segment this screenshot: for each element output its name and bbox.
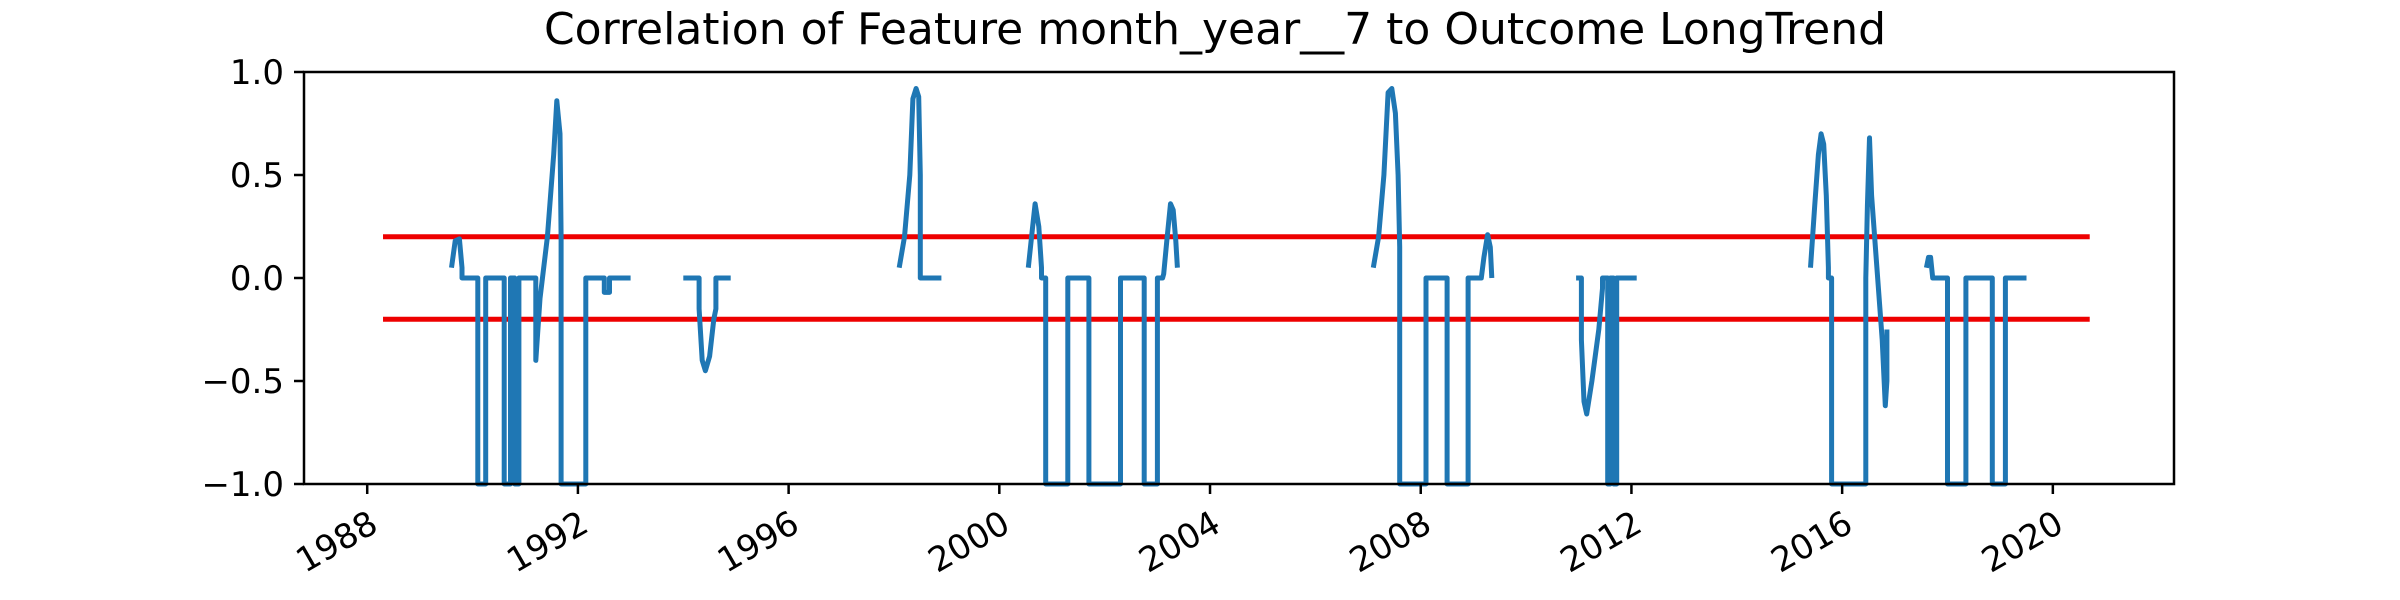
x-tick-label: 1996 <box>711 503 806 581</box>
y-tick-label: −0.5 <box>201 362 284 402</box>
x-tick-label: 2004 <box>1132 503 1227 581</box>
x-tick-label: 1992 <box>500 503 595 581</box>
x-tick-label: 2016 <box>1764 503 1859 581</box>
series-segment-2 <box>683 275 731 374</box>
series-layer <box>449 86 2027 487</box>
series-segment-6 <box>1576 275 1637 487</box>
series-segment-3 <box>896 86 942 281</box>
x-tick-label: 2020 <box>1975 503 2070 581</box>
y-tick-label: 1.0 <box>230 53 284 93</box>
series-segment-8 <box>1923 254 2027 487</box>
y-tick-label: −1.0 <box>201 465 284 505</box>
threshold-lines <box>383 234 2090 322</box>
y-tick-label: 0.5 <box>230 156 284 196</box>
x-tick-label: 1988 <box>290 503 385 581</box>
series-segment-5 <box>1370 86 1495 487</box>
y-axis: 1.0 0.5 0.0 −0.5 −1.0 <box>201 53 304 505</box>
y-tick-label: 0.0 <box>230 259 284 299</box>
x-tick-label: 2012 <box>1554 503 1649 581</box>
x-tick-label: 2008 <box>1343 503 1438 581</box>
x-axis: 1988 1992 1996 2000 2004 2008 2012 2016 2020 <box>290 484 2070 581</box>
chart-title: Correlation of Feature month_year__7 to … <box>544 4 1886 55</box>
series-segment-4 <box>1025 201 1180 487</box>
series-segment-1 <box>449 98 631 487</box>
series-segment-7 <box>1808 131 1890 487</box>
x-tick-label: 2000 <box>922 503 1017 581</box>
